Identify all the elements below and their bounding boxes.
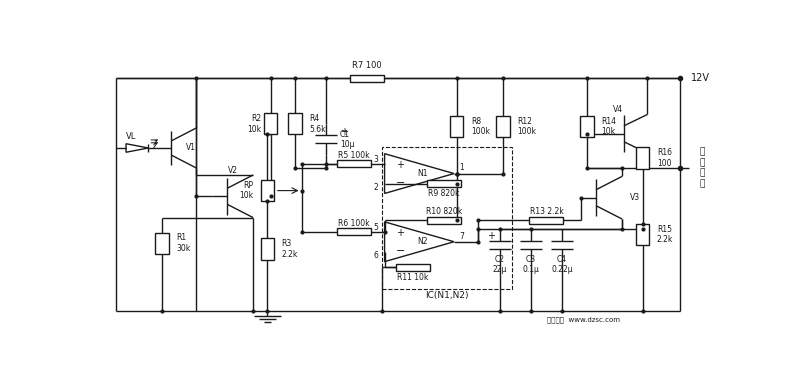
Bar [450, 116, 463, 137]
Bar [155, 232, 169, 254]
Text: 6: 6 [374, 251, 378, 261]
Text: 维库一下  www.dzsc.com: 维库一下 www.dzsc.com [547, 317, 620, 323]
Text: R3
2.2k: R3 2.2k [282, 239, 298, 259]
Bar [636, 224, 650, 245]
Text: R8
100k: R8 100k [470, 117, 490, 137]
Text: +: + [487, 231, 495, 241]
Bar [261, 238, 274, 259]
Text: R12
100k: R12 100k [518, 117, 536, 137]
Bar [427, 217, 461, 224]
Text: RP
10k: RP 10k [239, 181, 253, 200]
Bar [337, 228, 371, 235]
Text: 2: 2 [374, 183, 378, 192]
Text: V3: V3 [630, 193, 640, 202]
Bar [580, 116, 594, 137]
Bar [496, 116, 510, 137]
Bar [530, 217, 563, 224]
Text: −: − [395, 246, 405, 256]
Text: C4
0.22μ: C4 0.22μ [551, 255, 573, 274]
Text: +: + [340, 127, 348, 137]
Text: 12V: 12V [691, 73, 710, 83]
Text: 去
计
算
机: 去 计 算 机 [699, 148, 705, 188]
Bar [350, 75, 384, 82]
Text: R7 100: R7 100 [352, 61, 382, 70]
Text: R10 820k: R10 820k [426, 207, 462, 216]
Text: R9 820k: R9 820k [428, 189, 460, 198]
Bar [261, 180, 274, 201]
Text: R13 2.2k: R13 2.2k [530, 207, 563, 216]
Bar [264, 113, 278, 134]
Text: +: + [396, 228, 404, 238]
Text: N2: N2 [418, 237, 428, 246]
Bar [337, 160, 371, 167]
Text: 3: 3 [374, 155, 378, 164]
Text: 7: 7 [459, 232, 464, 241]
Text: R15
2.2k: R15 2.2k [657, 225, 673, 244]
Text: −: − [395, 177, 405, 187]
Text: R5 100k: R5 100k [338, 151, 370, 159]
Bar [382, 146, 512, 289]
Bar [636, 147, 650, 169]
Text: 5: 5 [374, 223, 378, 232]
Text: +: + [396, 160, 404, 170]
Bar [289, 113, 302, 134]
Text: C2
22μ: C2 22μ [493, 255, 507, 274]
Text: R16
100: R16 100 [657, 148, 672, 168]
Text: R2
10k: R2 10k [248, 114, 262, 134]
Text: 1: 1 [459, 163, 464, 172]
Text: R14
10k: R14 10k [601, 117, 616, 137]
Text: R4
5.6k: R4 5.6k [310, 114, 326, 134]
Text: C1
10μ: C1 10μ [340, 130, 354, 149]
Text: N1: N1 [418, 169, 428, 178]
Text: V4: V4 [613, 105, 622, 114]
Text: V1: V1 [186, 144, 195, 152]
Text: R6 100k: R6 100k [338, 219, 370, 228]
Bar [396, 264, 430, 271]
Text: V2: V2 [228, 166, 238, 175]
Text: VL: VL [126, 132, 136, 141]
Text: R11 10k: R11 10k [398, 273, 429, 282]
Text: R1
30k: R1 30k [176, 234, 190, 253]
Text: IC(N1,N2): IC(N1,N2) [426, 291, 469, 300]
Text: C3
0.1μ: C3 0.1μ [522, 255, 539, 274]
Bar [427, 180, 461, 187]
